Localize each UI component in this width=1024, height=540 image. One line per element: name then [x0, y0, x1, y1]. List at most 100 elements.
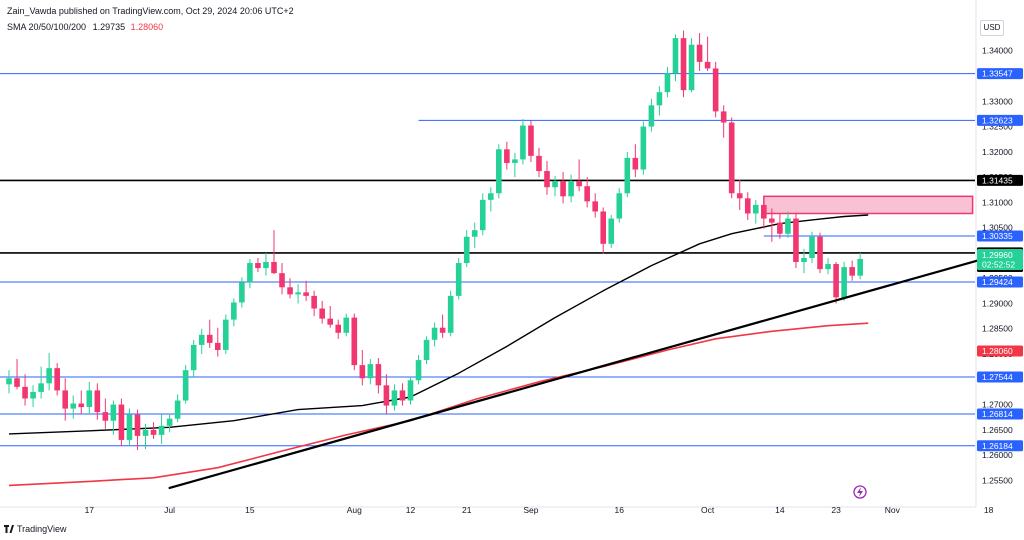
candle[interactable] — [231, 298, 237, 327]
candle[interactable] — [158, 414, 165, 444]
candle[interactable] — [6, 370, 12, 394]
candle[interactable] — [359, 349, 366, 386]
candle[interactable] — [608, 215, 615, 248]
candle[interactable] — [78, 390, 85, 414]
candle[interactable] — [311, 290, 317, 317]
candle[interactable] — [520, 118, 526, 165]
candle[interactable] — [576, 159, 582, 192]
candle[interactable] — [777, 213, 783, 239]
candle[interactable] — [488, 187, 494, 212]
candle[interactable] — [632, 144, 639, 178]
candle[interactable] — [793, 213, 799, 269]
candle[interactable] — [696, 33, 703, 71]
candle[interactable] — [190, 339, 197, 377]
candle[interactable] — [592, 193, 598, 218]
candle[interactable] — [736, 179, 743, 210]
candle[interactable] — [568, 174, 574, 203]
candle[interactable] — [54, 363, 60, 396]
candle[interactable] — [849, 260, 855, 281]
candle[interactable] — [801, 248, 807, 274]
candle[interactable] — [223, 314, 229, 355]
candle[interactable] — [431, 322, 438, 347]
candle[interactable] — [817, 232, 823, 274]
candle[interactable] — [463, 230, 470, 268]
candle[interactable] — [255, 257, 261, 273]
candle[interactable] — [841, 262, 847, 301]
candle[interactable] — [134, 409, 141, 451]
badge-level-1-29424[interactable]: 1.29424 — [977, 276, 1023, 288]
candle[interactable] — [399, 383, 406, 406]
candle[interactable] — [247, 258, 253, 289]
badge-level-1-33547[interactable]: 1.33547 — [977, 68, 1023, 80]
badge-level-1-30335[interactable]: 1.30335 — [977, 230, 1023, 242]
candle[interactable] — [391, 384, 398, 411]
candle[interactable] — [688, 38, 695, 93]
badge-level-1-27544[interactable]: 1.27544 — [977, 371, 1023, 383]
candle[interactable] — [656, 86, 663, 116]
candle[interactable] — [761, 201, 767, 229]
candle[interactable] — [536, 147, 542, 178]
candle[interactable] — [744, 192, 751, 221]
candle[interactable] — [584, 177, 590, 208]
candle[interactable] — [198, 328, 205, 355]
candle[interactable] — [239, 277, 245, 308]
candle[interactable] — [118, 398, 125, 446]
indicator-legend[interactable]: SMA 20/50/100/200 1.29735 1.28060 — [7, 22, 163, 32]
candle[interactable] — [214, 327, 221, 357]
candle[interactable] — [496, 144, 502, 199]
candle[interactable] — [327, 305, 333, 328]
candle[interactable] — [720, 105, 727, 138]
currency-button[interactable]: USD — [980, 20, 1004, 36]
candle[interactable] — [319, 300, 325, 324]
candle[interactable] — [552, 176, 558, 197]
candle[interactable] — [38, 366, 44, 399]
candle[interactable] — [825, 257, 831, 275]
candle[interactable] — [86, 381, 93, 415]
candle[interactable] — [279, 263, 285, 295]
candle[interactable] — [383, 374, 390, 414]
candle[interactable] — [504, 141, 510, 170]
candle[interactable] — [335, 319, 342, 339]
sma200-line[interactable] — [8, 322, 869, 487]
candle[interactable] — [182, 365, 189, 404]
candle[interactable] — [785, 211, 791, 238]
badge-level-1-32623[interactable]: 1.32623 — [977, 114, 1023, 126]
candle[interactable] — [672, 34, 679, 82]
supply-zone[interactable] — [763, 195, 974, 215]
candle[interactable] — [166, 413, 173, 433]
candle[interactable] — [94, 383, 101, 420]
candle[interactable] — [471, 222, 478, 248]
candle[interactable] — [769, 208, 775, 242]
candle[interactable] — [303, 280, 309, 301]
candle[interactable] — [712, 61, 719, 118]
candle[interactable] — [375, 358, 382, 394]
candle[interactable] — [14, 359, 20, 390]
candle[interactable] — [680, 30, 687, 98]
candle[interactable] — [439, 314, 446, 338]
candle[interactable] — [423, 336, 430, 365]
candle[interactable] — [367, 359, 374, 385]
candle[interactable] — [512, 152, 518, 178]
candle[interactable] — [62, 378, 69, 421]
candle[interactable] — [640, 121, 647, 175]
candle[interactable] — [415, 355, 422, 385]
candle[interactable] — [648, 98, 655, 132]
candle[interactable] — [616, 188, 623, 223]
candle[interactable] — [295, 284, 301, 304]
candle[interactable] — [624, 151, 631, 198]
candle[interactable] — [479, 193, 486, 236]
candle[interactable] — [455, 257, 462, 300]
candle[interactable] — [287, 278, 293, 299]
badge-sma200[interactable]: 1.28060 — [977, 345, 1023, 357]
candle[interactable] — [447, 290, 454, 337]
candle[interactable] — [150, 422, 157, 439]
candle[interactable] — [70, 395, 77, 419]
candle[interactable] — [833, 262, 839, 304]
candle[interactable] — [30, 385, 36, 408]
candle[interactable] — [704, 36, 711, 71]
candle[interactable] — [206, 319, 213, 348]
badge-level-1-26814[interactable]: 1.26814 — [977, 408, 1023, 420]
badge-level-1-31435[interactable]: 1.31435 — [977, 174, 1023, 186]
